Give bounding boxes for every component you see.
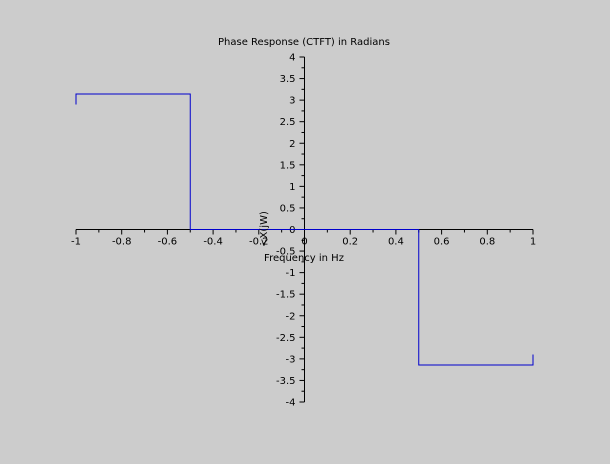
y-tick-label: 0.5 [280,203,296,214]
y-tick-label: 2.5 [280,117,296,128]
x-tick-label: -0.4 [203,237,223,248]
y-tick-label: -3 [286,354,296,365]
y-tick-label: 3 [289,96,295,107]
x-tick-label: -1 [71,237,81,248]
x-tick-label: 0 [301,237,307,248]
x-tick-label: -0.2 [249,237,269,248]
x-tick-label: 0.6 [434,237,450,248]
y-tick-label: -1 [286,268,296,279]
y-tick-label: -1.5 [276,290,296,301]
axes: -1 -0.8 -0.6 -0.4 -0.2 0 0.2 0.4 0.6 0.8 1 -4 -3.5 -3… [71,53,536,409]
y-tick-label: -2.5 [276,333,296,344]
y-tick-label: -0.5 [276,247,296,258]
y-tick-label: 1 [289,182,295,193]
y-tick-label: 0 [289,225,295,236]
y-tick-label: 4 [289,53,295,64]
y-tick-label: 1.5 [280,160,296,171]
y-tick-label: -4 [286,398,296,409]
series-layer [75,93,534,366]
chart-title: Phase Response (CTFT) in Radians [218,37,390,48]
x-tick-label: 1 [530,237,536,248]
x-tick-label: 0.8 [479,237,495,248]
y-axis-label: <X(jW) [259,211,270,247]
y-tick-label: 2 [289,139,295,150]
phase-series-line [75,93,534,366]
x-axis-label: Frequency in Hz [264,253,344,264]
x-tick-label: 0.4 [388,237,404,248]
y-tick-label: -3.5 [276,376,296,387]
y-tick-label: 3.5 [280,74,296,85]
y-tick-label: -2 [286,311,296,322]
x-tick-label: 0.2 [342,237,358,248]
x-tick-label: -0.8 [112,237,132,248]
x-tick-label: -0.6 [158,237,178,248]
